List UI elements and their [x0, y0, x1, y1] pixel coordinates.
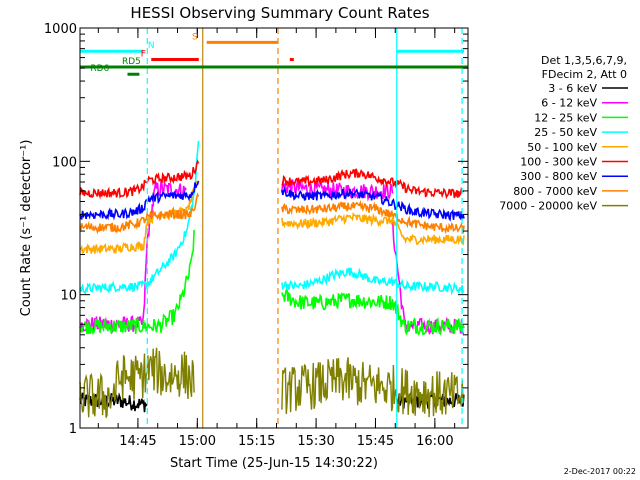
- series-line: [79, 192, 200, 235]
- series-100-300-kev: [79, 159, 465, 200]
- series-line: [79, 392, 148, 413]
- series-line: [281, 267, 465, 296]
- legend-label: 50 - 100 keV: [527, 141, 597, 154]
- flag-label: N: [148, 41, 155, 51]
- series-line: [281, 289, 465, 336]
- series-line: [281, 211, 465, 246]
- data-layer: [79, 140, 465, 418]
- series-300-800-kev: [79, 180, 465, 222]
- x-axis: 14:45 15:00 15:15 15:30 15:45 16:00: [97, 28, 456, 449]
- plot-frame: [79, 27, 469, 429]
- legend-label: 800 - 7000 keV: [513, 185, 597, 198]
- series-25-50-kev: [79, 140, 465, 296]
- x-tick-label: 16:00: [416, 434, 453, 449]
- series-line: [281, 168, 465, 200]
- series-line: [79, 229, 195, 336]
- series-line: [79, 347, 195, 418]
- y-axis: 1 10 100 1000: [44, 22, 468, 437]
- x-tick-label: 15:15: [238, 434, 275, 449]
- series-12-25-kev: [79, 229, 465, 336]
- series-line: [79, 180, 200, 221]
- flag-label: F: [141, 50, 146, 60]
- series-6-12-kev: [79, 179, 465, 336]
- y-axis-label: Count Rate (s⁻¹ detector⁻¹): [19, 140, 34, 317]
- legend-label: 300 - 800 keV: [520, 170, 597, 183]
- series-line: [79, 159, 200, 200]
- series-7000-20000-kev: [79, 347, 465, 418]
- legend-label: 12 - 25 keV: [534, 111, 597, 124]
- series-line: [281, 357, 465, 418]
- series-800-7000-kev: [79, 192, 465, 235]
- y-tick-label: 100: [52, 155, 77, 170]
- legend-header-line: FDecim 2, Att 0: [542, 68, 627, 81]
- legend: Det 1,3,5,6,7,9,FDecim 2, Att 03 - 6 keV…: [499, 54, 628, 213]
- series-line: [79, 179, 187, 335]
- y-tick-label: 10: [60, 289, 77, 304]
- x-axis-label: Start Time (25-Jun-15 14:30:22): [170, 456, 378, 471]
- legend-label: 6 - 12 keV: [541, 97, 597, 110]
- flag-label: RD6: [90, 64, 109, 74]
- legend-label: 100 - 300 keV: [520, 156, 597, 169]
- y-tick-label: 1000: [44, 22, 77, 37]
- series-line: [281, 199, 465, 235]
- x-tick-label: 15:45: [357, 434, 394, 449]
- legend-label: 7000 - 20000 keV: [499, 200, 597, 213]
- footer-date: 2-Dec-2017 00:22: [564, 467, 636, 476]
- legend-header-line: Det 1,3,5,6,7,9,: [541, 54, 627, 67]
- x-tick-label: 15:30: [297, 434, 334, 449]
- legend-label: 3 - 6 keV: [548, 82, 597, 95]
- y-tick-label: 1: [69, 422, 77, 437]
- vertical-markers: [146, 28, 463, 428]
- flag-label: RD5: [122, 57, 141, 67]
- series-line: [79, 140, 200, 296]
- x-tick-label: 15:00: [179, 434, 216, 449]
- flag-label: S: [192, 32, 198, 42]
- series-line: [281, 185, 465, 222]
- legend-label: 25 - 50 keV: [534, 126, 597, 139]
- chart-title: HESSI Observing Summary Count Rates: [130, 4, 429, 22]
- x-tick-label: 14:45: [119, 434, 156, 449]
